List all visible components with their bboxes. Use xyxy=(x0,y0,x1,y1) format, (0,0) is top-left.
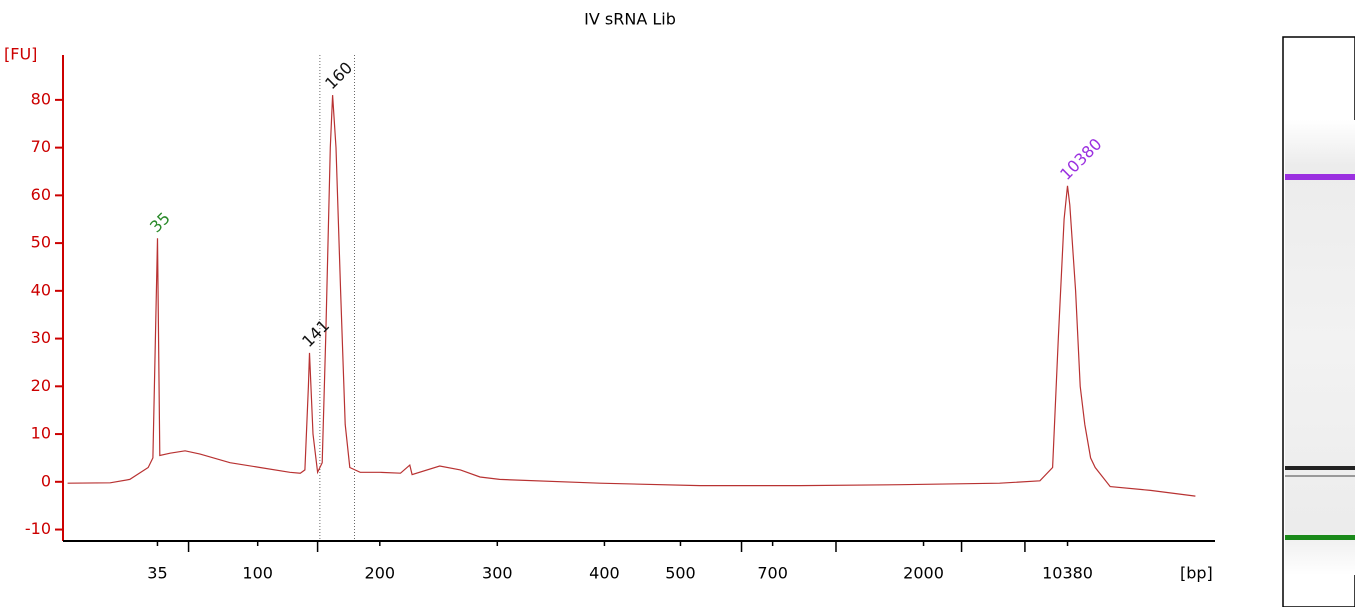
y-tick-label: 60 xyxy=(31,185,51,204)
y-tick-label: 20 xyxy=(31,376,51,395)
x-tick-label: 500 xyxy=(665,564,696,583)
x-tick-label: 10380 xyxy=(1042,564,1093,583)
y-tick-label: 0 xyxy=(41,471,51,490)
y-tick-label: 80 xyxy=(31,89,51,108)
x-axis-label: [bp] xyxy=(1180,564,1213,583)
peak-label: 10380 xyxy=(1056,134,1105,183)
peak-label: 35 xyxy=(146,209,174,237)
peak-label: 141 xyxy=(298,316,333,351)
y-tick-label: 30 xyxy=(31,328,51,347)
y-tick-label: 10 xyxy=(31,424,51,443)
x-tick-label: 700 xyxy=(757,564,788,583)
x-tick-label: 2000 xyxy=(903,564,944,583)
gel-lane xyxy=(1282,36,1355,607)
x-tick-label: 400 xyxy=(589,564,620,583)
y-tick-label: 50 xyxy=(31,233,51,252)
y-tick-label: 40 xyxy=(31,280,51,299)
x-tick-label: 300 xyxy=(482,564,513,583)
trace xyxy=(67,95,1196,497)
x-tick-label: 35 xyxy=(147,564,167,583)
x-tick-label: 100 xyxy=(242,564,273,583)
chart-title: IV sRNA Lib xyxy=(584,10,676,29)
x-tick-label: 200 xyxy=(365,564,396,583)
y-axis-label: [FU] xyxy=(4,45,37,64)
y-tick-label: -10 xyxy=(25,519,51,538)
y-tick-label: 70 xyxy=(31,137,51,156)
peak-label: 160 xyxy=(321,58,356,93)
